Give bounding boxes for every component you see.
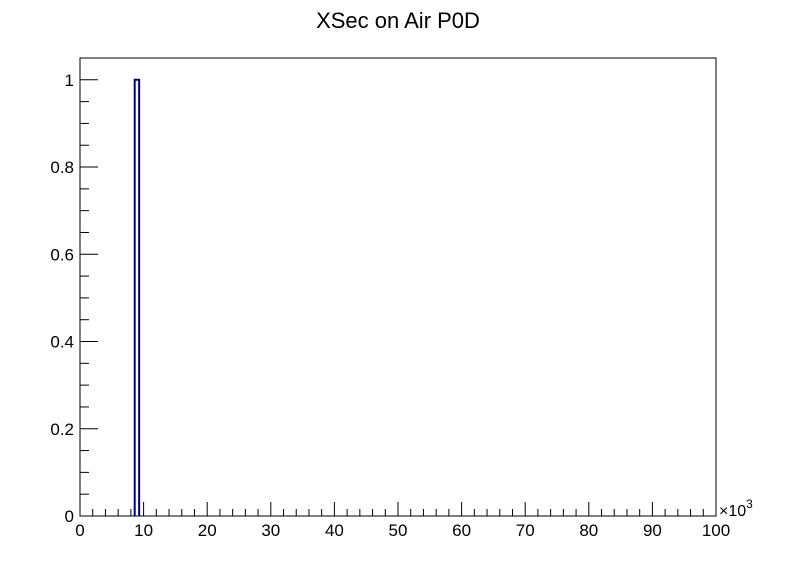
x-tick-label: 40 bbox=[325, 521, 344, 540]
x-multiplier-base: ×10 bbox=[719, 503, 746, 520]
y-tick-label: 1 bbox=[65, 71, 74, 90]
x-tick-label: 0 bbox=[75, 521, 84, 540]
x-tick-label: 70 bbox=[516, 521, 535, 540]
x-axis-multiplier: ×103 bbox=[719, 497, 753, 520]
x-tick-label: 30 bbox=[261, 521, 280, 540]
x-tick-label: 20 bbox=[198, 521, 217, 540]
x-tick-label: 10 bbox=[134, 521, 153, 540]
data-series bbox=[133, 78, 141, 516]
x-tick-label: 50 bbox=[389, 521, 408, 540]
y-tick-label: 0.6 bbox=[50, 245, 74, 264]
y-tick-label: 0 bbox=[65, 507, 74, 526]
histogram-bar bbox=[133, 78, 141, 516]
x-axis: 0 10 20 30 40 50 60 70 80 90 100 bbox=[75, 502, 730, 540]
plot-frame bbox=[79, 57, 717, 517]
x-tick-label: 80 bbox=[579, 521, 598, 540]
x-tick-label: 100 bbox=[702, 521, 730, 540]
y-axis: 0 0.2 0.4 0.6 0.8 1 bbox=[50, 57, 98, 526]
y-tick-label: 0.8 bbox=[50, 158, 74, 177]
x-tick-label: 90 bbox=[643, 521, 662, 540]
y-tick-label: 0.4 bbox=[50, 333, 74, 352]
chart-title: XSec on Air P0D bbox=[316, 8, 480, 33]
y-tick-label: 0.2 bbox=[50, 420, 74, 439]
x-tick-label: 60 bbox=[452, 521, 471, 540]
x-multiplier-exponent: 3 bbox=[746, 497, 753, 511]
